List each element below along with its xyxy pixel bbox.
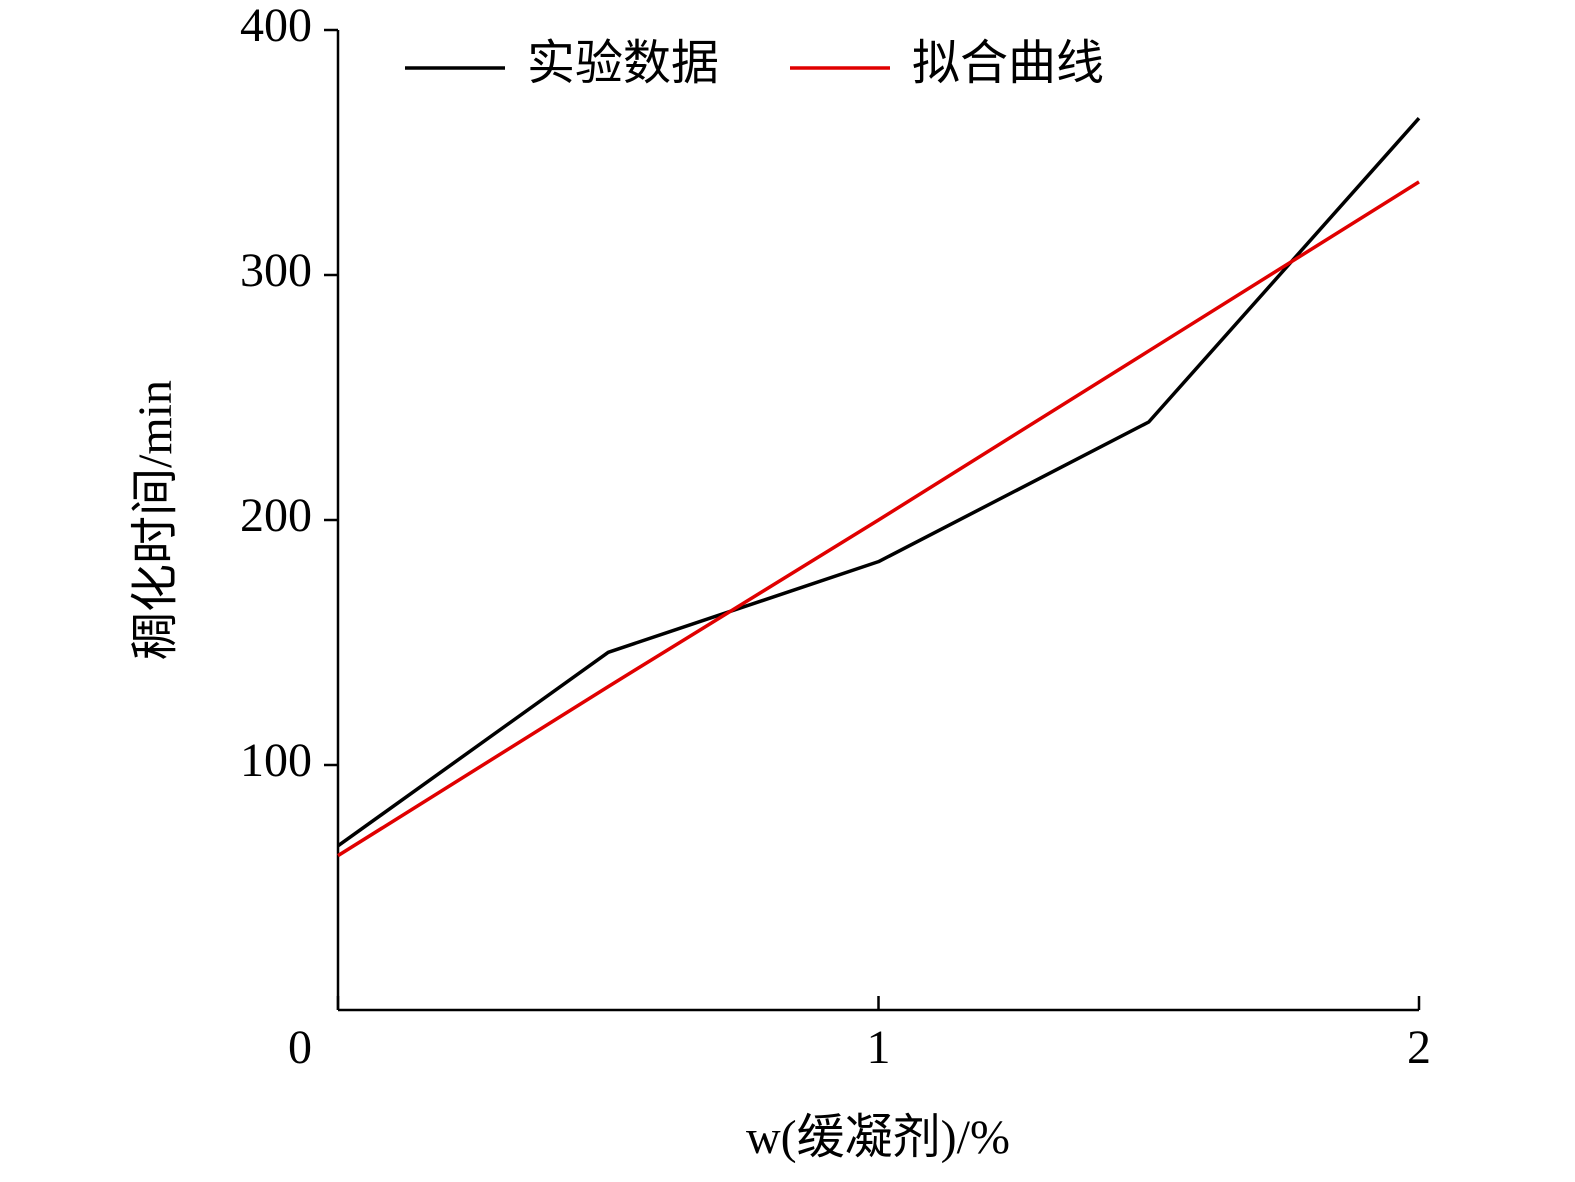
legend-label: 拟合曲线 bbox=[912, 37, 1104, 90]
x-axis-label: w(缓凝剂)/% bbox=[746, 1111, 1010, 1164]
data-line bbox=[337, 180, 1420, 858]
x-tick-label: 0 bbox=[288, 1021, 312, 1074]
y-tick-label: 400 bbox=[240, 0, 312, 52]
x-tick-label: 2 bbox=[1407, 1021, 1431, 1074]
y-axis-label: 稠化时间/min bbox=[129, 380, 182, 660]
x-tick-label: 1 bbox=[867, 1021, 891, 1074]
y-tick-label: 200 bbox=[240, 489, 312, 542]
y-tick-label: 100 bbox=[240, 734, 312, 787]
y-tick-label: 300 bbox=[240, 244, 312, 297]
data-line bbox=[336, 117, 1421, 848]
legend-label: 实验数据 bbox=[527, 37, 719, 90]
